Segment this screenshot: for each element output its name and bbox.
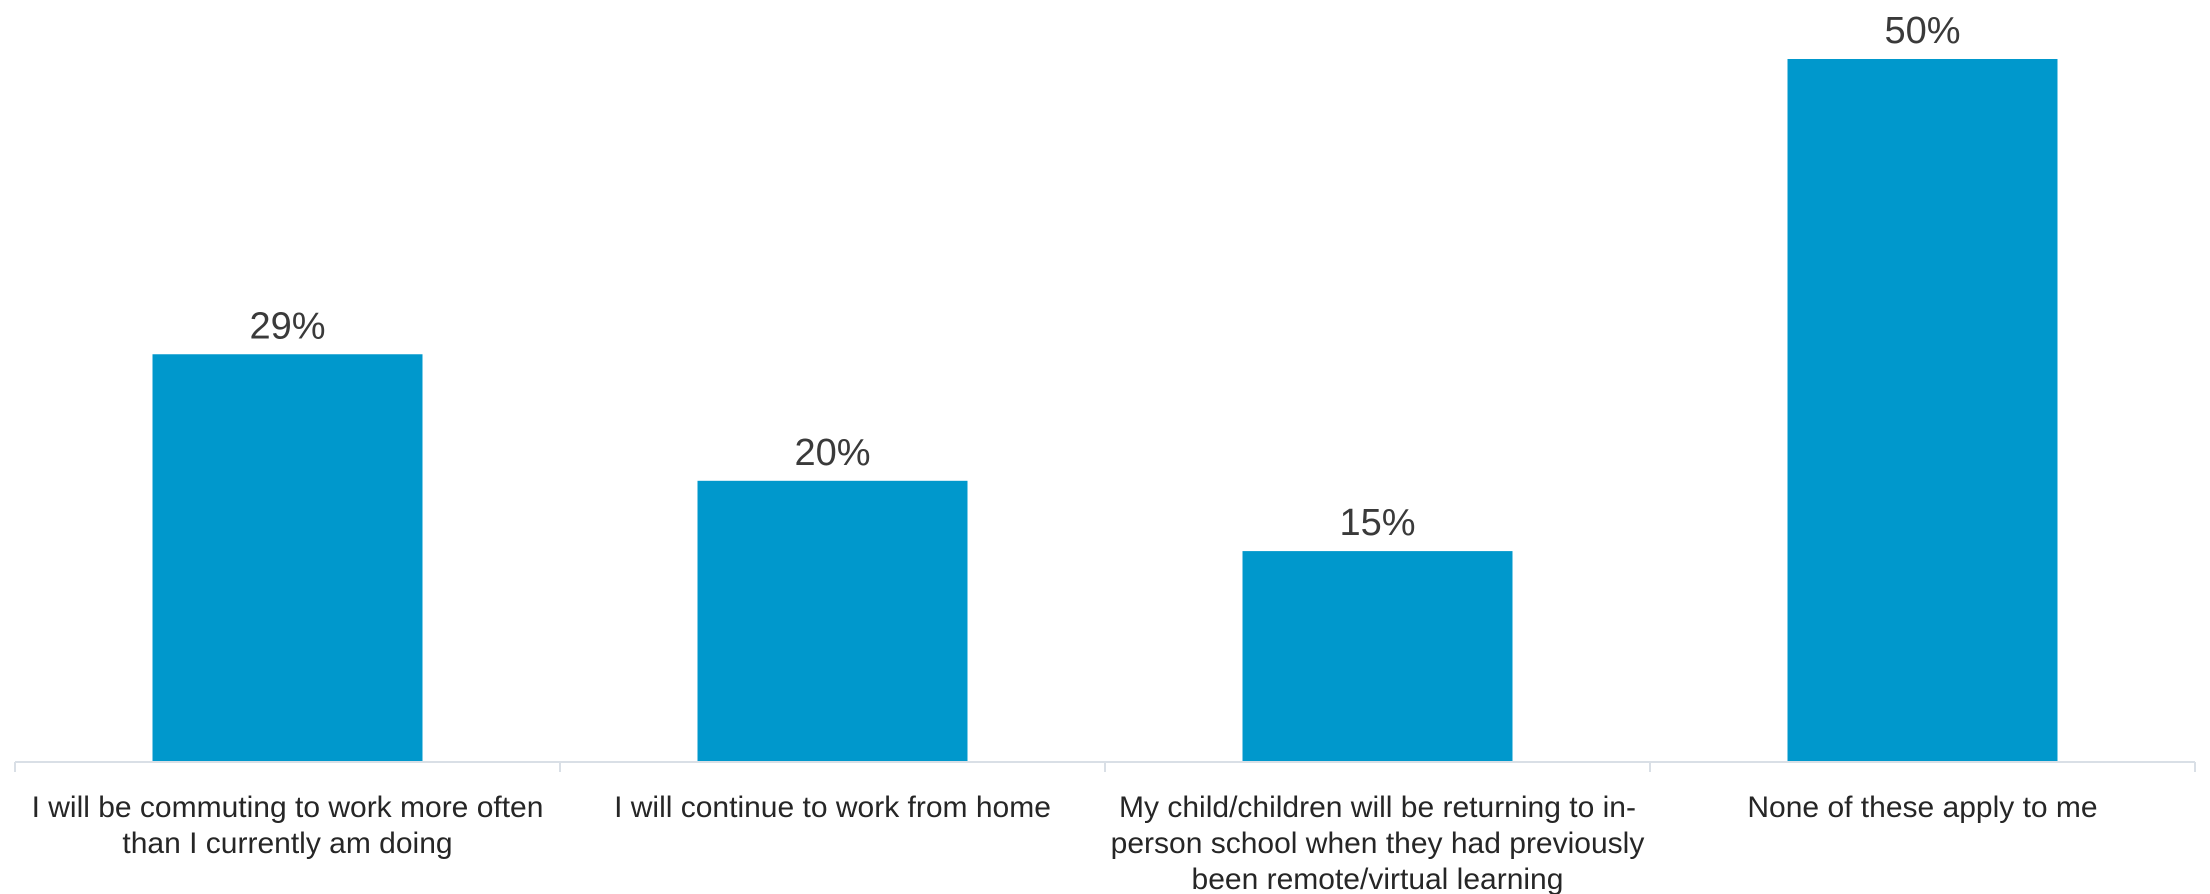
data-label-1: 29% xyxy=(249,305,325,347)
data-label-3: 15% xyxy=(1339,502,1415,544)
bar-3 xyxy=(1242,551,1513,762)
category-label-line: None of these apply to me xyxy=(1747,791,2097,824)
category-label-1: I will be commuting to work more often th… xyxy=(32,791,544,860)
category-label-line: My child/children will be returning to i… xyxy=(1119,791,1636,824)
data-labels-group: 29% 20% 15% 50% xyxy=(249,10,1960,544)
category-label-line: been remote/virtual learning xyxy=(1192,863,1564,894)
category-label-line: I will continue to work from home xyxy=(614,791,1051,824)
data-label-4: 50% xyxy=(1884,10,1960,52)
x-axis xyxy=(14,761,2196,772)
category-label-line: I will be commuting to work more often xyxy=(32,791,544,824)
data-label-2: 20% xyxy=(794,432,870,474)
bar-2 xyxy=(697,480,968,762)
category-label-2: I will continue to work from home xyxy=(614,791,1051,824)
bars-group xyxy=(152,59,2058,762)
bar-1 xyxy=(152,354,423,762)
category-label-4: None of these apply to me xyxy=(1747,791,2097,824)
category-label-line: person school when they had previously xyxy=(1111,827,1645,860)
category-label-line: than I currently am doing xyxy=(122,827,452,860)
category-labels-group: I will be commuting to work more often th… xyxy=(32,791,2098,894)
bar-4 xyxy=(1787,59,2058,762)
category-label-3: My child/children will be returning to i… xyxy=(1111,791,1645,894)
